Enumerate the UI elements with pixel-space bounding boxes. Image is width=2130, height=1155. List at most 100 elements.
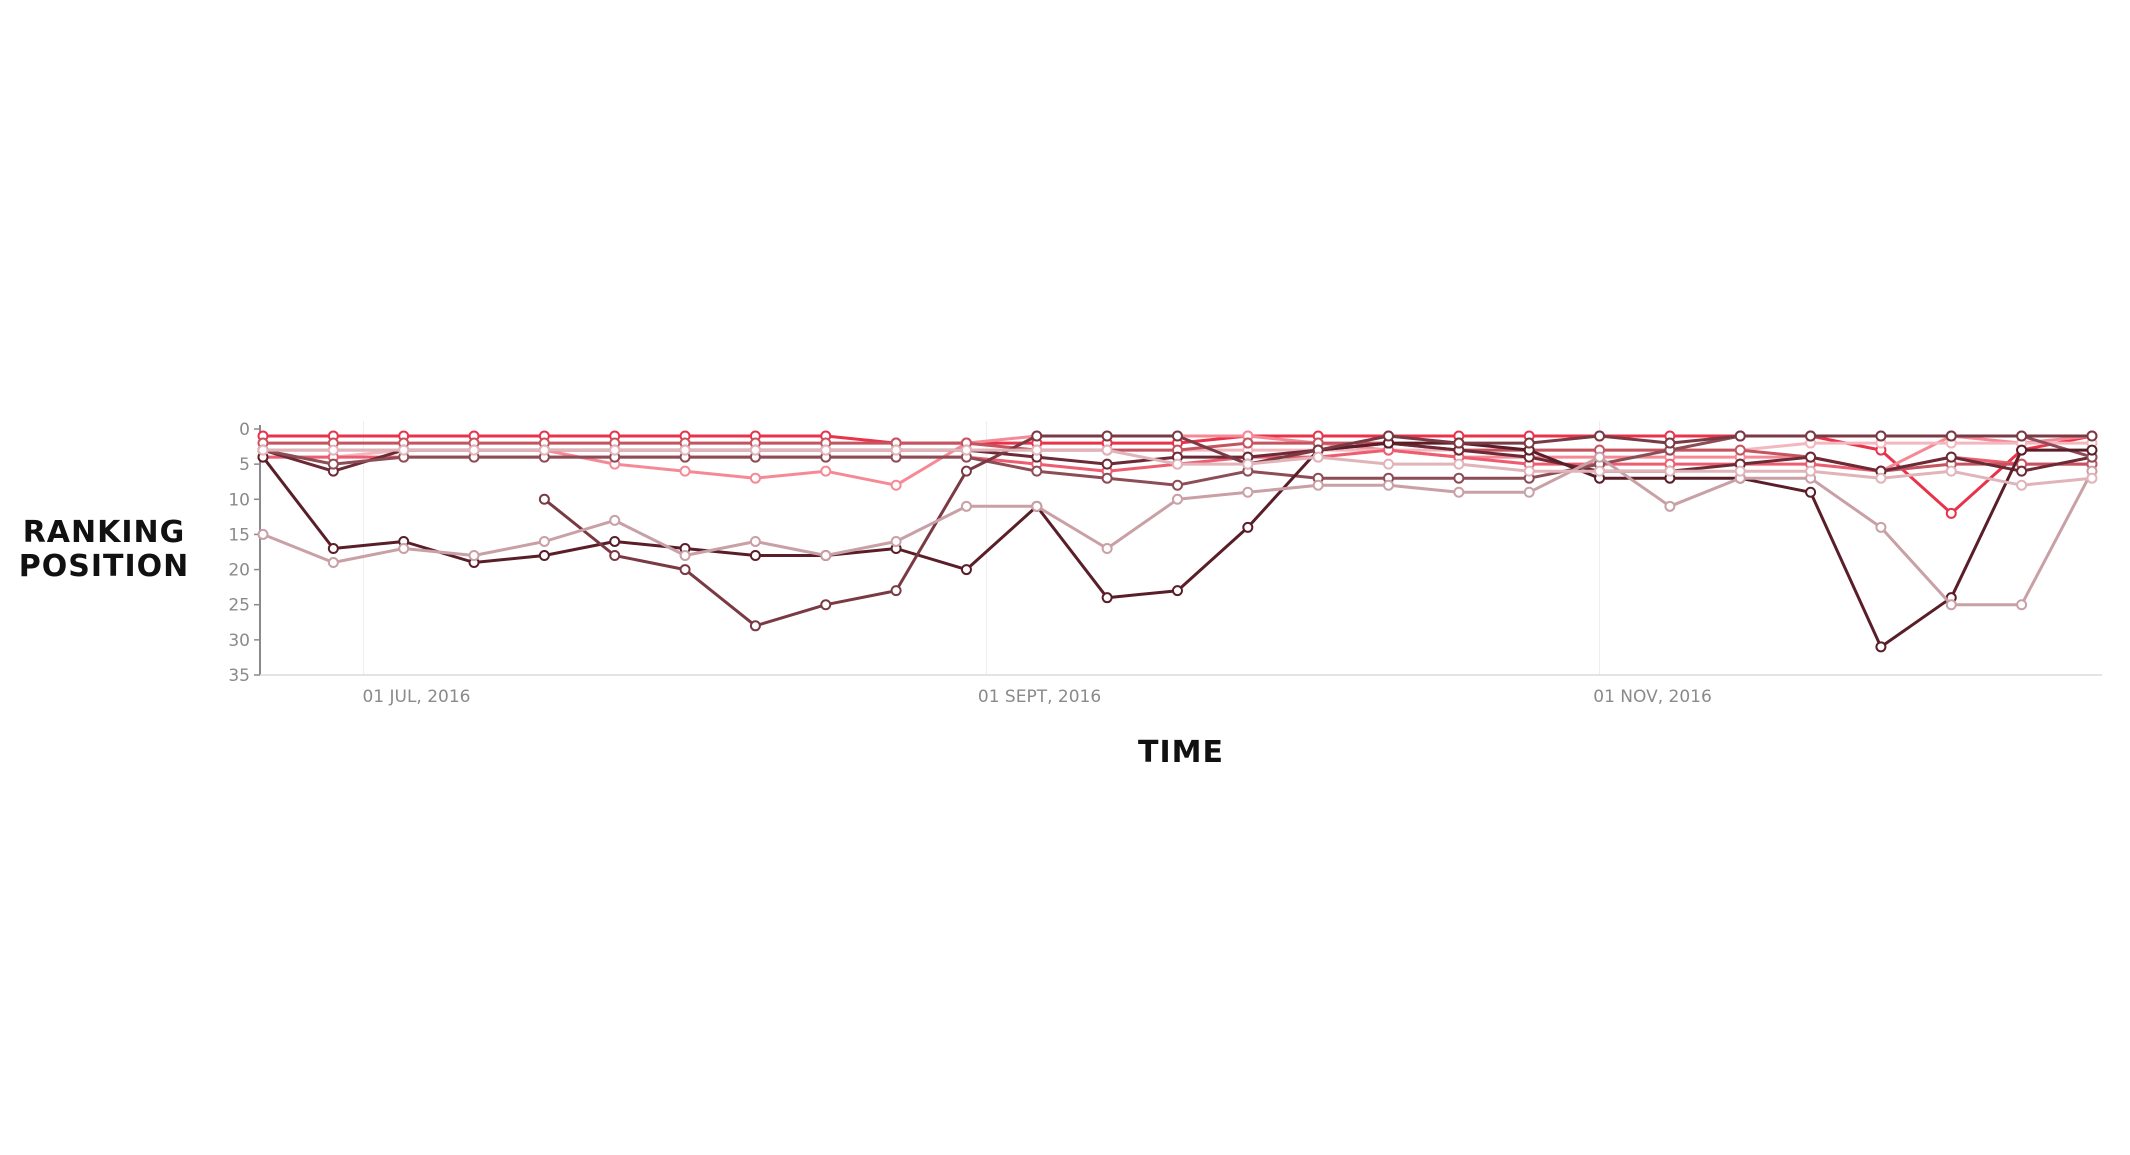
data-point xyxy=(1523,465,1535,477)
data-point xyxy=(890,535,902,547)
data-point xyxy=(1805,451,1817,463)
data-point xyxy=(327,542,339,554)
y-tick-label: 15 xyxy=(228,525,250,545)
data-point xyxy=(1875,521,1887,533)
data-point xyxy=(1171,479,1183,491)
series-11 xyxy=(257,444,2098,491)
data-point xyxy=(1101,458,1113,470)
data-point xyxy=(1101,430,1113,442)
data-point xyxy=(1383,479,1395,491)
x-axis-title: TIME xyxy=(1138,735,1224,770)
y-tick-label: 20 xyxy=(228,561,250,581)
data-point xyxy=(1031,430,1043,442)
x-tick-label: 01 JUL, 2016 xyxy=(362,687,470,707)
data-point xyxy=(538,493,550,505)
data-point xyxy=(1453,486,1465,498)
data-point xyxy=(1031,444,1043,456)
data-point xyxy=(1523,437,1535,449)
y-axis-title-line-2: POSITION xyxy=(19,549,190,584)
data-point xyxy=(820,599,832,611)
data-point xyxy=(679,444,691,456)
data-point xyxy=(609,514,621,526)
data-point xyxy=(1805,465,1817,477)
data-point xyxy=(1101,542,1113,554)
data-point xyxy=(257,444,269,456)
data-point xyxy=(1594,430,1606,442)
data-point xyxy=(890,585,902,597)
data-point xyxy=(538,535,550,547)
data-point xyxy=(1734,430,1746,442)
y-tick-label: 35 xyxy=(228,666,250,686)
data-point xyxy=(1523,486,1535,498)
data-point xyxy=(1101,592,1113,604)
data-point xyxy=(820,550,832,562)
data-point xyxy=(1453,437,1465,449)
axis-layer: 01 JUL, 2016 01 SEPT, 2016 01 NOV, 2016 0 5 1… xyxy=(228,420,2102,707)
data-point xyxy=(1383,430,1395,442)
data-point xyxy=(749,550,761,562)
y-tick-label: 30 xyxy=(228,631,250,651)
data-point xyxy=(398,542,410,554)
data-point xyxy=(960,465,972,477)
data-point xyxy=(2016,430,2028,442)
data-point xyxy=(749,535,761,547)
y-tick-label: 0 xyxy=(239,420,250,440)
data-point xyxy=(2016,479,2028,491)
data-point xyxy=(398,444,410,456)
x-tick-label: 01 SEPT, 2016 xyxy=(978,687,1101,707)
data-point xyxy=(1664,437,1676,449)
data-point xyxy=(1875,430,1887,442)
data-point xyxy=(609,550,621,562)
y-tick-label: 25 xyxy=(228,596,250,616)
data-point xyxy=(749,620,761,632)
data-point xyxy=(2086,444,2098,456)
data-point xyxy=(1171,493,1183,505)
data-point xyxy=(2016,599,2028,611)
y-tick-label: 10 xyxy=(228,490,250,510)
data-point xyxy=(960,444,972,456)
data-point xyxy=(1875,472,1887,484)
data-point xyxy=(1945,430,1957,442)
data-point xyxy=(1242,458,1254,470)
data-point xyxy=(820,465,832,477)
data-point xyxy=(1945,451,1957,463)
data-point xyxy=(1312,451,1324,463)
data-point xyxy=(1734,465,1746,477)
data-point xyxy=(1171,585,1183,597)
data-point xyxy=(1594,465,1606,477)
data-point xyxy=(1594,451,1606,463)
data-point xyxy=(2016,444,2028,456)
data-point xyxy=(1031,465,1043,477)
series-layer xyxy=(257,430,2098,653)
data-point xyxy=(257,528,269,540)
data-point xyxy=(327,557,339,569)
data-point xyxy=(1945,599,1957,611)
data-point xyxy=(1242,437,1254,449)
data-point xyxy=(1101,472,1113,484)
data-point xyxy=(960,564,972,576)
data-point xyxy=(1031,500,1043,512)
data-point xyxy=(1101,444,1113,456)
data-point xyxy=(1664,500,1676,512)
data-point xyxy=(1664,465,1676,477)
data-point xyxy=(960,500,972,512)
data-point xyxy=(1312,479,1324,491)
data-point xyxy=(468,444,480,456)
data-point xyxy=(1875,641,1887,653)
data-point xyxy=(1805,486,1817,498)
data-point xyxy=(538,444,550,456)
data-point xyxy=(2016,465,2028,477)
data-point xyxy=(1805,430,1817,442)
series-line xyxy=(261,441,2094,649)
data-point xyxy=(609,444,621,456)
data-point xyxy=(679,550,691,562)
data-point xyxy=(609,535,621,547)
data-point xyxy=(327,458,339,470)
data-point xyxy=(1171,430,1183,442)
data-point xyxy=(2086,430,2098,442)
data-point xyxy=(890,479,902,491)
data-point xyxy=(1453,472,1465,484)
data-point xyxy=(1171,458,1183,470)
series-line xyxy=(261,455,2094,607)
